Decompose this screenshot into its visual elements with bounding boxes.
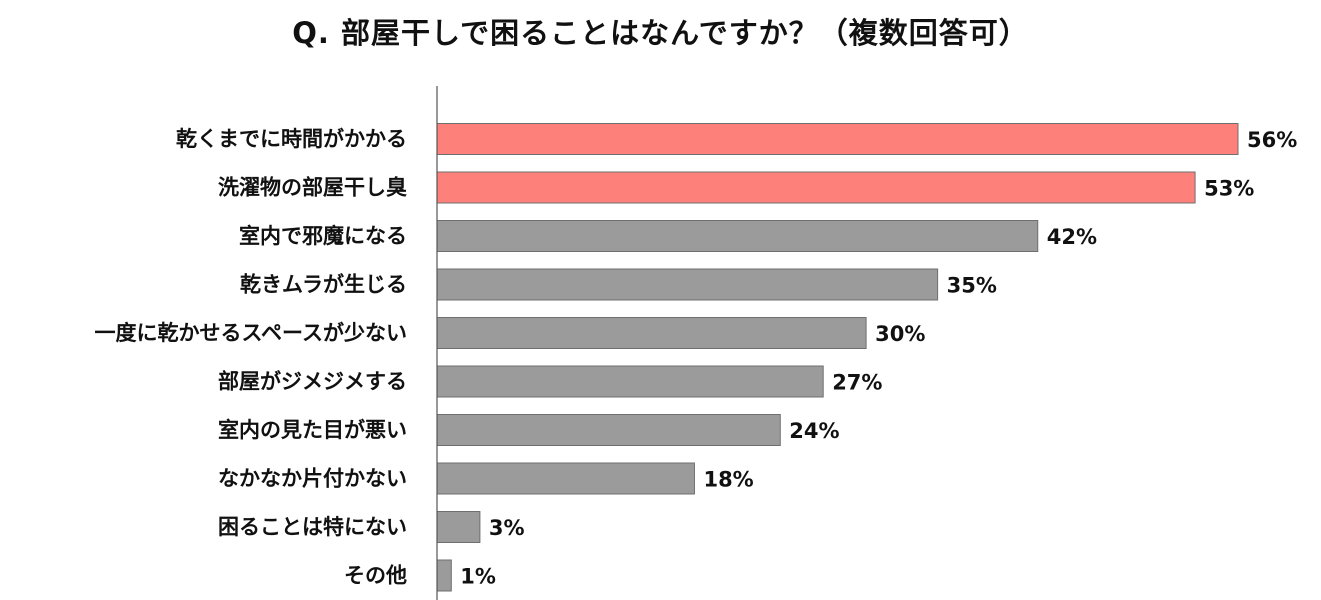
category-label-4: 乾きムラが生じる bbox=[240, 273, 407, 297]
category-label-5: 一度に乾かせるスペースが少ない bbox=[95, 321, 407, 345]
category-label-2: 洗濯物の部屋干し臭 bbox=[218, 176, 407, 200]
bar-5 bbox=[436, 317, 867, 349]
bar-4 bbox=[436, 268, 939, 301]
value-label-10: 1% bbox=[460, 565, 496, 589]
bar-3 bbox=[436, 220, 1039, 252]
chart-title: Q. 部屋干しで困ることはなんですか？（複数回答可） bbox=[292, 16, 1029, 50]
bar-2 bbox=[436, 171, 1196, 204]
value-label-1: 56% bbox=[1247, 128, 1297, 152]
value-label-4: 35% bbox=[947, 274, 997, 298]
category-label-9: 困ることは特にない bbox=[218, 515, 407, 539]
category-label-7: 室内の見た目が悪い bbox=[218, 418, 407, 442]
value-label-7: 24% bbox=[789, 419, 839, 443]
bar-8 bbox=[436, 462, 695, 495]
category-label-8: なかなか片付かない bbox=[218, 467, 407, 491]
bar-7 bbox=[436, 414, 781, 446]
category-label-10: その他 bbox=[344, 564, 407, 588]
value-label-8: 18% bbox=[703, 468, 753, 492]
value-label-5: 30% bbox=[875, 322, 925, 346]
bar-1 bbox=[436, 123, 1239, 155]
category-label-6: 部屋がジメジメする bbox=[218, 370, 407, 394]
bar-9 bbox=[436, 511, 481, 543]
bar-10 bbox=[436, 559, 452, 592]
value-label-6: 27% bbox=[832, 371, 882, 395]
category-label-1: 乾くまでに時間がかかる bbox=[176, 127, 407, 151]
value-label-9: 3% bbox=[489, 516, 525, 540]
category-label-3: 室内で邪魔になる bbox=[239, 224, 407, 248]
value-label-2: 53% bbox=[1204, 177, 1254, 201]
bar-6 bbox=[436, 365, 824, 398]
value-label-3: 42% bbox=[1047, 225, 1097, 249]
